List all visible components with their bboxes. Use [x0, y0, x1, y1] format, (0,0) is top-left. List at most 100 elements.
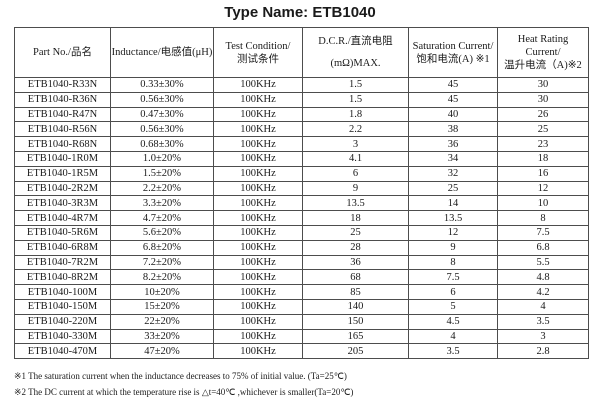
table-cell-dcr: 1.8 — [302, 106, 409, 123]
table-cell-inductance: 4.7±20% — [110, 210, 214, 226]
table-cell-heat-rating-current: 3.5 — [497, 313, 589, 330]
table-cell-part-no: ETB1040-R33N — [14, 77, 111, 93]
table-row: ETB1040-5R6M 5.6±20% 100KHz 25 12 7.5 — [14, 224, 589, 241]
table-row: ETB1040-R68N 0.68±30% 100KHz 3 36 23 — [14, 136, 589, 152]
table-cell-test-condition: 100KHz — [213, 106, 303, 123]
table-cell-inductance: 0.33±30% — [110, 77, 214, 93]
table-cell-saturation-current: 4 — [408, 328, 498, 345]
table-row: ETB1040-1R0M 1.0±20% 100KHz 4.1 34 18 — [14, 150, 589, 167]
header-line: Heat Rating — [517, 34, 569, 45]
table-cell-test-condition: 100KHz — [213, 343, 303, 360]
table-cell-test-condition: 100KHz — [213, 239, 303, 256]
table-row: ETB1040-2R2M 2.2±20% 100KHz 9 25 12 — [14, 180, 589, 197]
table-cell-heat-rating-current: 5.5 — [497, 254, 589, 271]
column-header-saturation-current: Saturation Current/饱和电流(A) ※1 — [408, 27, 498, 78]
table-cell-test-condition: 100KHz — [213, 77, 303, 93]
table-cell-saturation-current: 40 — [408, 106, 498, 123]
table-cell-dcr: 13.5 — [302, 195, 409, 212]
table-cell-dcr: 36 — [302, 254, 409, 271]
header-line: Saturation Current/ — [412, 40, 494, 52]
table-cell-dcr: 28 — [302, 239, 409, 256]
table-cell-dcr: 1.5 — [302, 77, 409, 93]
table-cell-heat-rating-current: 4 — [497, 298, 589, 315]
table-cell-heat-rating-current: 26 — [497, 106, 589, 123]
table-row: ETB1040-220M 22±20% 100KHz 150 4.5 3.5 — [14, 313, 589, 330]
table-cell-dcr: 4.1 — [302, 150, 409, 167]
table-cell-dcr: 165 — [302, 328, 409, 345]
table-cell-saturation-current: 25 — [408, 180, 498, 197]
table-cell-heat-rating-current: 12 — [497, 180, 589, 197]
spec-table-body: ETB1040-R33N 0.33±30% 100KHz 1.5 45 30 ETB1040… — [14, 77, 589, 360]
table-cell-part-no: ETB1040-1R0M — [14, 150, 111, 167]
table-row: ETB1040-R56N 0.56±30% 100KHz 2.2 38 25 — [14, 121, 589, 138]
spec-table-header: Part No./品名 Inductance/电感值(μH) Test Condit… — [14, 27, 589, 78]
table-cell-part-no: ETB1040-8R2M — [14, 269, 111, 286]
table-cell-test-condition: 100KHz — [213, 210, 303, 226]
table-cell-test-condition: 100KHz — [213, 313, 303, 330]
table-cell-inductance: 0.56±30% — [110, 91, 214, 108]
table-cell-part-no: ETB1040-5R6M — [14, 224, 111, 241]
table-cell-test-condition: 100KHz — [213, 269, 303, 286]
table-cell-heat-rating-current: 10 — [497, 195, 589, 212]
table-cell-test-condition: 100KHz — [213, 254, 303, 271]
table-cell-heat-rating-current: 8 — [497, 210, 589, 226]
table-cell-inductance: 8.2±20% — [110, 269, 214, 286]
table-cell-inductance: 33±20% — [110, 328, 214, 345]
table-cell-part-no: ETB1040-R56N — [14, 121, 111, 138]
table-cell-test-condition: 100KHz — [213, 165, 303, 182]
table-cell-part-no: ETB1040-330M — [14, 328, 111, 345]
table-cell-dcr: 25 — [302, 224, 409, 241]
table-cell-inductance: 0.68±30% — [110, 136, 214, 152]
table-row: ETB1040-8R2M 8.2±20% 100KHz 68 7.5 4.8 — [14, 269, 589, 286]
table-cell-heat-rating-current: 30 — [497, 91, 589, 108]
table-row: ETB1040-7R2M 7.2±20% 100KHz 36 8 5.5 — [14, 254, 589, 271]
table-cell-dcr: 1.5 — [302, 91, 409, 108]
table-row: ETB1040-R33N 0.33±30% 100KHz 1.5 45 30 — [14, 77, 589, 93]
table-cell-inductance: 22±20% — [110, 313, 214, 330]
table-cell-dcr: 18 — [302, 210, 409, 226]
table-cell-inductance: 5.6±20% — [110, 224, 214, 241]
table-cell-saturation-current: 14 — [408, 195, 498, 212]
header-line: (mΩ)MAX. — [330, 58, 381, 69]
column-header-part-no: Part No./品名 — [14, 27, 111, 78]
table-cell-dcr: 2.2 — [302, 121, 409, 138]
table-cell-saturation-current: 4.5 — [408, 313, 498, 330]
header-line: 饱和电流(A) ※1 — [416, 53, 490, 65]
table-cell-saturation-current: 3.5 — [408, 343, 498, 360]
table-cell-dcr: 205 — [302, 343, 409, 360]
table-cell-heat-rating-current: 4.2 — [497, 284, 589, 300]
table-cell-part-no: ETB1040-2R2M — [14, 180, 111, 197]
table-cell-saturation-current: 45 — [408, 91, 498, 108]
table-row: ETB1040-330M 33±20% 100KHz 165 4 3 — [14, 328, 589, 345]
footnote-1: ※1 The saturation current when the induc… — [14, 371, 347, 381]
table-cell-test-condition: 100KHz — [213, 284, 303, 300]
table-row: ETB1040-6R8M 6.8±20% 100KHz 28 9 6.8 — [14, 239, 589, 256]
table-cell-inductance: 3.3±20% — [110, 195, 214, 212]
footnotes: ※1 The saturation current when the induc… — [14, 368, 353, 400]
table-cell-inductance: 1.0±20% — [110, 150, 214, 167]
table-cell-saturation-current: 8 — [408, 254, 498, 271]
table-cell-dcr: 150 — [302, 313, 409, 330]
column-header-heat-rating-current: Heat Rating Current/温升电流（A)※2 — [497, 27, 589, 78]
table-cell-part-no: ETB1040-R68N — [14, 136, 111, 152]
table-cell-part-no: ETB1040-7R2M — [14, 254, 111, 271]
table-cell-inductance: 47±20% — [110, 343, 214, 360]
table-cell-inductance: 0.47±30% — [110, 106, 214, 123]
table-cell-saturation-current: 34 — [408, 150, 498, 167]
table-header-row: Part No./品名 Inductance/电感值(μH) Test Condit… — [14, 27, 589, 78]
table-cell-heat-rating-current: 25 — [497, 121, 589, 138]
column-header-inductance: Inductance/电感值(μH) — [110, 27, 214, 78]
table-cell-saturation-current: 36 — [408, 136, 498, 152]
table-cell-test-condition: 100KHz — [213, 328, 303, 345]
table-cell-saturation-current: 9 — [408, 239, 498, 256]
table-cell-heat-rating-current: 30 — [497, 77, 589, 93]
table-cell-part-no: ETB1040-150M — [14, 298, 111, 315]
table-cell-part-no: ETB1040-100M — [14, 284, 111, 300]
header-line: Inductance/电感值(μH) — [111, 47, 213, 58]
table-cell-saturation-current: 5 — [408, 298, 498, 315]
table-row: ETB1040-470M 47±20% 100KHz 205 3.5 2.8 — [14, 343, 589, 360]
table-cell-saturation-current: 38 — [408, 121, 498, 138]
table-cell-heat-rating-current: 16 — [497, 165, 589, 182]
spec-table: Part No./品名 Inductance/电感值(μH) Test Condit… — [14, 27, 589, 360]
